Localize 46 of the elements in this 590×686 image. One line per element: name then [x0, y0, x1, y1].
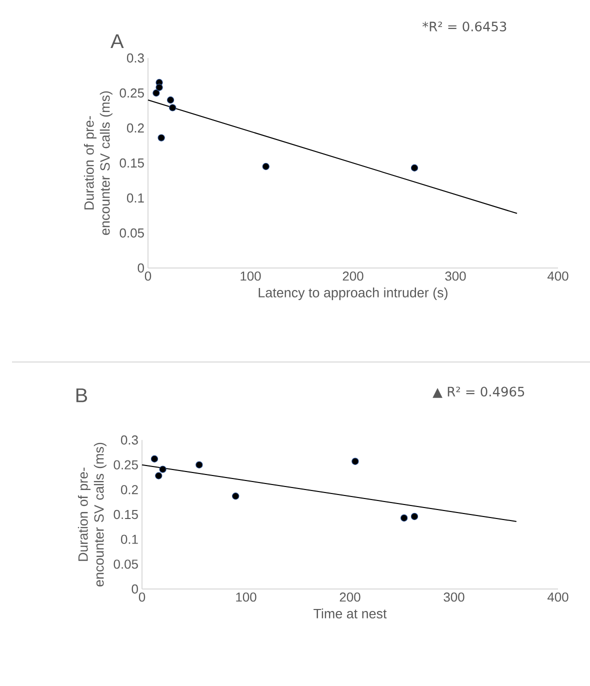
x-tick-label: 100: [240, 272, 261, 281]
text: *R² = 0.6453: [422, 22, 506, 32]
y-tick-label: 0.3: [126, 53, 144, 63]
y-tick-label: 0.2: [120, 485, 138, 494]
chart-title: A: [110, 34, 124, 48]
y-tick-label: 0.15: [120, 158, 144, 168]
x-tick-label: 100: [236, 592, 256, 602]
x-tick-label: 400: [547, 592, 568, 602]
point: [158, 466, 166, 473]
y-tick-label: 0.1: [120, 534, 138, 544]
point: [150, 455, 158, 462]
point: [157, 134, 165, 142]
point: [154, 472, 162, 480]
point: [155, 84, 163, 91]
y-tick-label: 0.05: [120, 228, 144, 238]
y-tick-label: 0.25: [120, 88, 144, 98]
point: [152, 89, 160, 97]
chart-title: B: [76, 388, 87, 402]
point: [262, 162, 270, 170]
point: [195, 461, 203, 468]
x-tick-label: 200: [342, 272, 364, 281]
point: [410, 164, 418, 172]
y-tick-label: 0.15: [114, 510, 138, 520]
point: [232, 492, 239, 500]
x-axis-title: Time at nest: [313, 608, 386, 618]
x-tick-label: 300: [443, 592, 464, 602]
y-axis-title: Duration of pre-encounter SV calls (ms): [78, 442, 106, 586]
x-tick-label: 400: [547, 272, 568, 281]
x-tick-label: 200: [340, 592, 360, 602]
point: [168, 104, 176, 112]
y-tick-label: 0.1: [126, 193, 144, 203]
y-tick-label: 0.2: [126, 123, 144, 133]
y-tick-label: 0.3: [120, 435, 138, 445]
point: [400, 514, 408, 522]
x-tick-label: 0: [144, 272, 151, 281]
x-axis-title: Latency to approach intruder (s): [258, 288, 448, 300]
point: [410, 512, 418, 520]
y-axis-title: Duration of pre-encounter SV calls (ms): [84, 91, 112, 235]
x-tick-label: 300: [444, 272, 466, 281]
text: ▲ R² = 0.4965: [432, 386, 524, 398]
point: [351, 458, 359, 465]
y-tick-label: 0.25: [114, 460, 138, 470]
y-tick-label: 0.05: [114, 560, 138, 569]
y-tick-label: 0: [138, 263, 144, 273]
point: [166, 96, 174, 104]
y-tick-label: 0: [132, 584, 138, 594]
